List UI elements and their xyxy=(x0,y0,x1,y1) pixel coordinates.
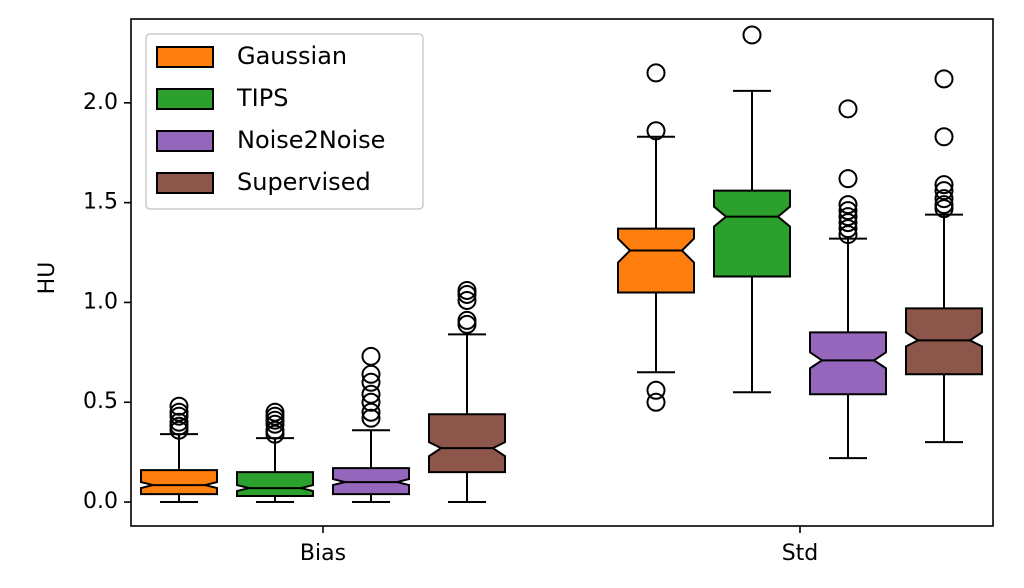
outlier-point xyxy=(169,412,189,432)
outlier-point xyxy=(646,121,666,141)
outlier-point xyxy=(361,408,381,428)
outlier-point xyxy=(646,380,666,400)
y-axis-ticks: 0.0 0.5 1.0 1.5 2.0 xyxy=(83,90,131,514)
legend-swatch-supervised xyxy=(156,172,214,194)
outlier-point xyxy=(646,392,666,412)
outlier-point xyxy=(838,195,858,215)
y-tick-label: 0.5 xyxy=(83,389,118,414)
axes-layer xyxy=(130,18,994,527)
outlier-point xyxy=(934,69,954,89)
outlier-point xyxy=(361,372,381,392)
box-body xyxy=(809,331,887,396)
boxes-layer xyxy=(140,25,983,504)
box-noise2noise-bias xyxy=(332,346,410,504)
outlier-point xyxy=(457,314,477,334)
legend-label-tips: TIPS xyxy=(236,84,288,112)
x-axis-ticks: Bias Std xyxy=(300,526,818,566)
legend: Gaussian TIPS Noise2Noise Supervised xyxy=(145,33,424,210)
legend-label-gaussian: Gaussian xyxy=(237,42,347,70)
outlier-point xyxy=(265,402,285,422)
outlier-point xyxy=(742,25,762,45)
box-tips-std xyxy=(713,25,791,394)
outlier-point xyxy=(934,189,954,209)
y-tick-label: 2.0 xyxy=(83,90,118,115)
outlier-point xyxy=(646,63,666,83)
box-noise2noise-std xyxy=(809,99,887,460)
box-body xyxy=(617,227,695,294)
y-tick-label: 0.0 xyxy=(83,489,118,514)
outlier-point xyxy=(934,175,954,195)
box-tips-bias xyxy=(236,402,314,504)
outlier-point xyxy=(934,181,954,201)
outlier-point xyxy=(169,396,189,416)
box-gaussian-std xyxy=(617,63,695,412)
outlier-point xyxy=(457,310,477,330)
x-tick-label: Std xyxy=(782,541,819,566)
outlier-point xyxy=(457,290,477,310)
outlier-point xyxy=(838,207,858,227)
legend-swatch-noise2noise xyxy=(156,130,214,152)
box-body xyxy=(713,189,791,278)
box-body xyxy=(140,469,218,496)
y-tick-label: 1.5 xyxy=(83,190,118,215)
outlier-point xyxy=(361,392,381,412)
y-tick-label: 1.0 xyxy=(83,289,118,314)
box-body xyxy=(428,413,506,474)
y-axis-label: HU xyxy=(35,262,60,295)
outlier-point xyxy=(361,384,381,404)
x-tick-label: Bias xyxy=(300,541,346,566)
legend-swatch-tips xyxy=(156,88,214,110)
box-body xyxy=(236,471,314,498)
outlier-point xyxy=(838,201,858,221)
box-supervised-bias xyxy=(428,280,506,504)
outlier-point xyxy=(361,346,381,366)
plot-frame xyxy=(130,18,994,527)
legend-frame xyxy=(145,33,424,210)
legend-label-supervised: Supervised xyxy=(237,168,371,196)
legend-label-noise2noise: Noise2Noise xyxy=(237,126,385,154)
outlier-point xyxy=(934,127,954,147)
outlier-point xyxy=(838,99,858,119)
legend-swatch-gaussian xyxy=(156,46,214,68)
outlier-point xyxy=(838,169,858,189)
outlier-point xyxy=(934,195,954,215)
outlier-point xyxy=(169,402,189,422)
outlier-point xyxy=(457,280,477,300)
box-gaussian-bias xyxy=(140,396,218,504)
box-supervised-std xyxy=(905,69,983,444)
